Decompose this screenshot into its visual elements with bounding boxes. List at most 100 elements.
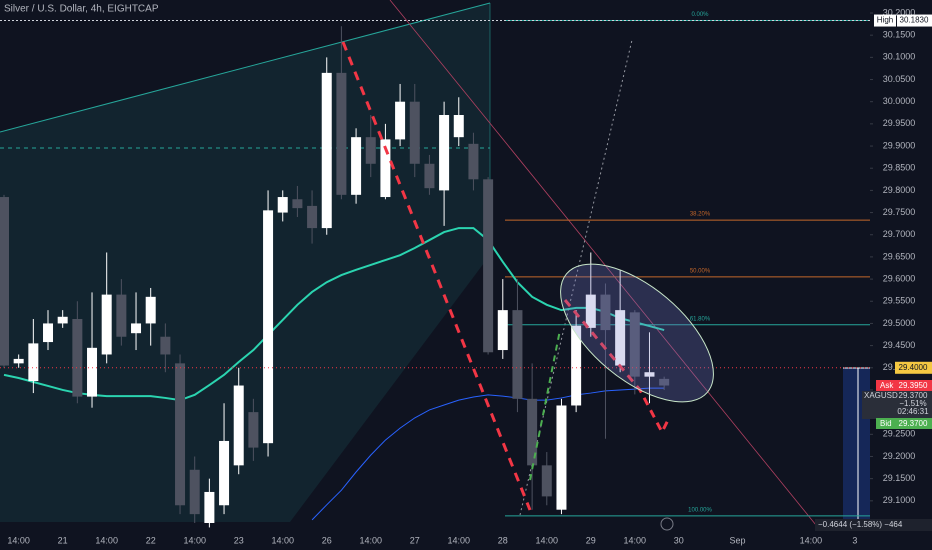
candle-body xyxy=(395,101,406,140)
x-tick-label: 14:00 xyxy=(448,535,471,545)
alert-icon xyxy=(660,517,674,531)
candle-body xyxy=(57,316,68,324)
chart-title: Silver / U.S. Dollar, 4h, EIGHTCAP xyxy=(4,4,159,15)
last-tag xyxy=(895,361,932,374)
x-tick-label: 14:00 xyxy=(800,535,823,545)
x-tick-label: 28 xyxy=(498,535,508,545)
x-tick-label: 21 xyxy=(58,535,68,545)
y-tick-label: 29.5000 xyxy=(883,318,916,328)
candle-body xyxy=(336,72,347,195)
high-tag xyxy=(874,14,896,27)
moving-average xyxy=(3,227,665,402)
red-dashed-path xyxy=(341,41,532,511)
candle-body xyxy=(541,465,552,497)
candle-body xyxy=(13,358,24,364)
candle-body xyxy=(585,294,596,328)
y-tick-label: 30.0000 xyxy=(883,96,916,106)
candle-body xyxy=(43,323,54,343)
candle-body xyxy=(600,294,611,331)
candle-body xyxy=(497,310,508,351)
y-tick-label: 29.2500 xyxy=(883,429,916,439)
y-tick-label: 29.8000 xyxy=(883,185,916,195)
last-price: 29.4000 xyxy=(899,363,928,372)
x-tick-label: 3 xyxy=(852,535,857,545)
y-tick-label: 29.5500 xyxy=(883,296,916,306)
y-tick-label: 29.6000 xyxy=(883,273,916,283)
candle-body xyxy=(116,294,127,337)
fib-label: 61.80% xyxy=(690,316,711,322)
candle-body xyxy=(160,336,171,355)
y-tick-label: 29.4500 xyxy=(883,340,916,350)
bid-tag xyxy=(876,418,932,429)
quote-symbol: XAGUSD xyxy=(864,391,898,400)
x-tick-label: 27 xyxy=(410,535,420,545)
candle-body xyxy=(380,139,391,198)
candle-body xyxy=(644,372,655,377)
candle-body xyxy=(409,101,420,164)
candle-body xyxy=(571,325,582,406)
candle-body xyxy=(659,378,670,386)
x-tick-label: 22 xyxy=(146,535,156,545)
ask-price: 29.3950 xyxy=(899,381,928,390)
candle-body xyxy=(483,179,494,353)
candle-body xyxy=(189,469,200,515)
high-name: High xyxy=(877,16,893,25)
shaded-zone xyxy=(0,3,490,522)
candle-body xyxy=(292,199,303,209)
candle-body xyxy=(527,398,538,466)
candle-body xyxy=(248,412,259,448)
candle-body xyxy=(629,312,640,377)
candle-body xyxy=(307,205,318,229)
candle-body xyxy=(219,440,230,506)
candle-body xyxy=(0,197,9,366)
fib-label: 50.00% xyxy=(690,268,711,274)
high-value: 30.1830 xyxy=(900,16,929,25)
candle-body xyxy=(453,115,464,138)
x-tick-label: 14:00 xyxy=(95,535,118,545)
diagonal-line xyxy=(389,0,821,531)
candle-body xyxy=(351,137,362,195)
y-tick-label: 29.7000 xyxy=(883,229,916,239)
candle-body xyxy=(87,347,98,397)
x-tick-label: 30 xyxy=(674,535,684,545)
quote-change: −1.51% xyxy=(899,399,926,408)
quote-countdown: 02:46:31 xyxy=(897,407,929,416)
quote-price: 29.3700 xyxy=(899,391,928,400)
candle-body xyxy=(439,115,450,191)
ask-name: Ask xyxy=(880,381,894,390)
x-tick-label: 26 xyxy=(322,535,332,545)
y-tick-label: 29.7500 xyxy=(883,207,916,217)
x-tick-label: 14:00 xyxy=(359,535,382,545)
ellipse xyxy=(560,263,714,403)
fib-label: 0.00% xyxy=(691,12,709,18)
time-axis xyxy=(0,528,870,550)
quote-box xyxy=(862,391,932,419)
bid-name: Bid xyxy=(880,419,892,428)
candle-body xyxy=(72,319,83,397)
candle-body xyxy=(277,197,288,213)
x-tick-label: 29 xyxy=(586,535,596,545)
candle-body xyxy=(131,323,142,334)
price-axis xyxy=(870,0,932,550)
y-tick-label: 29.6500 xyxy=(883,251,916,261)
candle-body xyxy=(321,72,332,229)
candle-body xyxy=(175,363,186,506)
candle-body xyxy=(233,385,244,466)
candle-body xyxy=(468,143,479,180)
fib-label: 100.00% xyxy=(688,507,712,513)
x-tick-label: 14:00 xyxy=(183,535,206,545)
candle-body xyxy=(263,210,274,444)
x-tick-label: 14:00 xyxy=(7,535,30,545)
x-tick-label: Sep xyxy=(729,535,745,545)
x-tick-label: 14:00 xyxy=(271,535,294,545)
ask-tag xyxy=(876,380,932,391)
measure-label: −0.4644 (−1.58%) −464 xyxy=(818,520,903,529)
fib-label: 38.20% xyxy=(690,212,711,218)
y-tick-label: 30.1000 xyxy=(883,52,916,62)
y-tick-label: 30.2000 xyxy=(883,7,916,17)
y-tick-label: 29.2000 xyxy=(883,451,916,461)
y-tick-label: 29.9000 xyxy=(883,140,916,150)
